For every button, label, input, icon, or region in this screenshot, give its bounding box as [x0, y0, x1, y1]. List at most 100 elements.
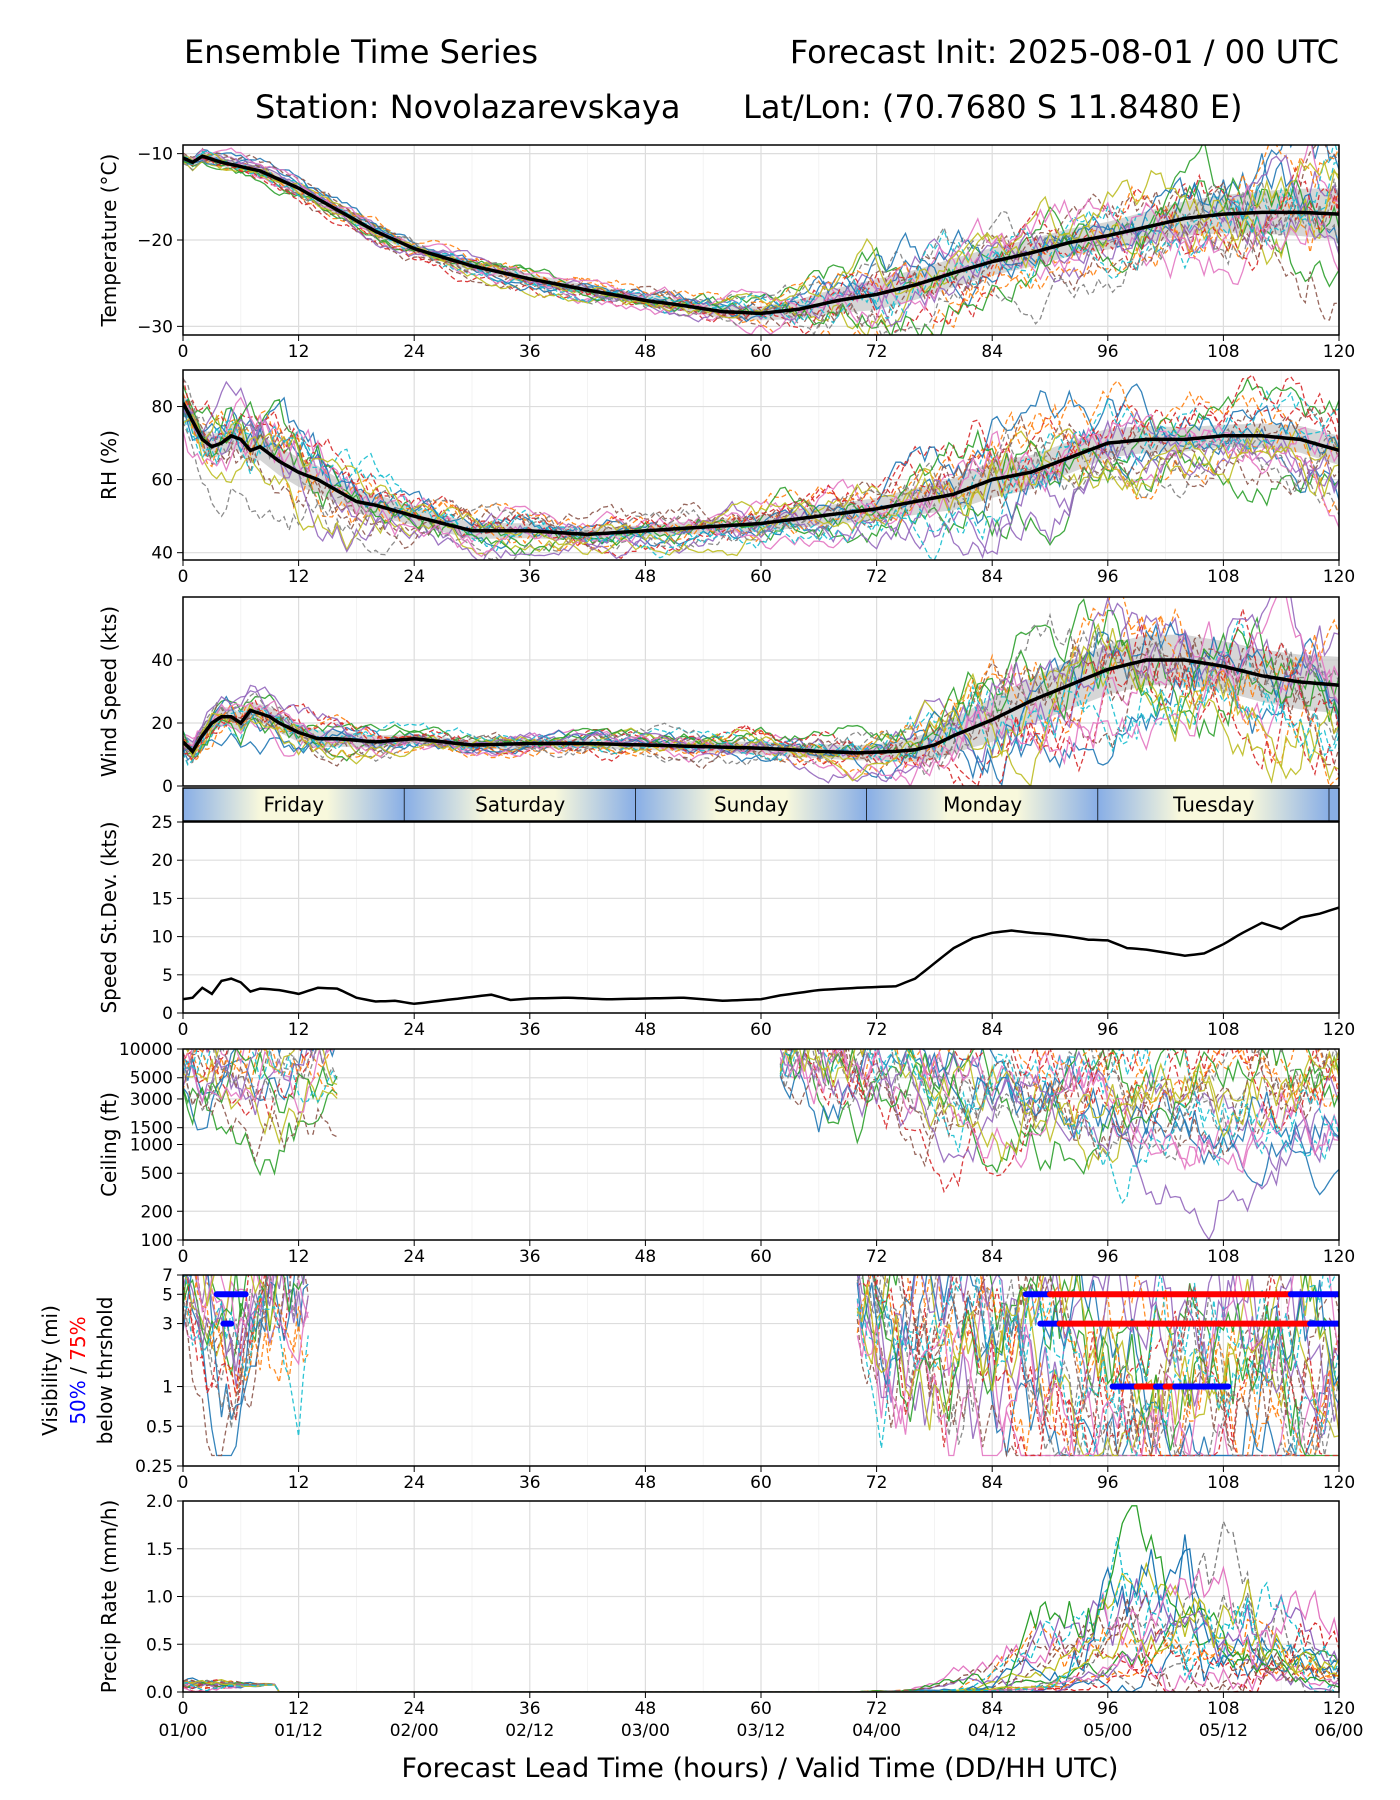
day-segment-tail	[1329, 788, 1339, 821]
y-tick-label: 0	[162, 777, 173, 797]
panel-border	[182, 1274, 1340, 1467]
ensemble-member-line	[183, 669, 1339, 766]
ensemble-member-line	[183, 1591, 1339, 1692]
day-segment	[404, 788, 636, 821]
panel-visibility: 0.25 0.5 1 3 57 Visibility (mi) 50% / 75% below…	[38, 1266, 1355, 1493]
x-tick-label: 0	[178, 1247, 189, 1267]
x-tick-label: 24	[403, 1699, 425, 1719]
ensemble-member-line	[183, 396, 1339, 549]
ensemble-member-line	[183, 153, 1339, 328]
x-tick-label: 60	[750, 1473, 772, 1493]
ensemble-member-line	[184, 1275, 218, 1291]
x-tick-label: 84	[981, 567, 1003, 587]
valid-time-label: 03/12	[737, 1721, 786, 1741]
ensemble-member-line	[183, 1049, 338, 1127]
ensemble-member-line	[183, 145, 1339, 328]
y-tick-label: 0	[162, 1004, 173, 1024]
ensemble-member-line	[183, 145, 1339, 318]
y-tick-label: 40	[151, 544, 173, 564]
ensemble-member-line	[183, 1561, 1339, 1692]
ensemble-member-line	[183, 407, 1339, 557]
x-tick-label: 24	[403, 1247, 425, 1267]
label-50pct: 50%	[66, 1380, 90, 1424]
ensemble-member-line	[183, 1049, 318, 1106]
x-tick-label: 96	[1097, 1473, 1119, 1493]
ensemble-member-line	[873, 1275, 1339, 1457]
y-tick-label: 1500	[130, 1119, 173, 1139]
ensemble-member-line	[779, 1049, 1339, 1205]
y-tick-label: 10000	[119, 1040, 173, 1060]
ensemble-member-line	[183, 1049, 313, 1119]
x-tick-label: 36	[519, 1699, 541, 1719]
ensemble-member-line	[183, 1067, 338, 1163]
y-tick-label: 5	[162, 966, 173, 986]
ensemble-member-line	[856, 1275, 1339, 1457]
y-axis-label: Ceiling (ft)	[97, 1092, 121, 1197]
ensemble-member-line	[183, 147, 1339, 321]
x-tick-label: 84	[981, 1699, 1003, 1719]
x-tick-label: 120	[1323, 567, 1355, 587]
x-tick-label: 108	[1207, 1247, 1239, 1267]
y-tick-label: −20	[137, 231, 173, 251]
ensemble-member-line	[183, 397, 1339, 550]
ensemble-member-line	[183, 606, 1339, 786]
panel-border	[182, 1048, 1340, 1241]
ensemble-member-line	[795, 1049, 1339, 1147]
label-separator: /	[66, 1361, 90, 1380]
ensemble-member-line	[183, 1086, 338, 1177]
y-axis-label-pct: 50% / 75%	[66, 1316, 90, 1424]
y-tick-label: 15	[151, 889, 173, 909]
ensemble-member-line	[779, 1049, 1339, 1171]
ensemble-member-line	[183, 1618, 1339, 1692]
ensemble-member-line	[183, 616, 1339, 758]
label-75pct: 75%	[66, 1316, 90, 1360]
ensemble-member-line	[183, 1275, 268, 1376]
day-label: Saturday	[475, 793, 565, 817]
ensemble-member-line	[183, 597, 1339, 758]
valid-time-label: 06/00	[1315, 1721, 1364, 1741]
day-band: Friday Saturday Sunday Monday Tuesday	[182, 787, 1340, 822]
y-tick-label: 1000	[130, 1136, 173, 1156]
x-tick-label: 60	[750, 1020, 772, 1040]
day-segment	[1098, 788, 1330, 821]
y-tick-label: 100	[141, 1231, 173, 1251]
y-tick-label: 1.0	[146, 1588, 173, 1608]
y-tick-label: 1	[162, 1378, 173, 1398]
y-tick-label: 25	[151, 813, 173, 833]
ensemble-member-line	[183, 1593, 1339, 1692]
ensemble-member-line	[856, 1275, 1338, 1457]
x-tick-label: 24	[403, 567, 425, 587]
ensemble-member-line	[779, 1049, 1339, 1174]
panel-temperature: −10 −20 −30 Temperature (°C) 0 12 24 36 48 60 72 84…	[97, 144, 1355, 362]
x-tick-label: 36	[519, 342, 541, 362]
y-axis-label: below thrshold	[93, 1297, 117, 1445]
station-latlon: Lat/Lon: (70.7680 S 11.8480 E)	[743, 88, 1243, 126]
day-segment	[635, 788, 867, 821]
ensemble-member-line	[861, 1275, 1339, 1457]
y-tick-label: 500	[141, 1164, 173, 1184]
x-tick-label: 24	[403, 1020, 425, 1040]
y-axis-label: RH (%)	[97, 430, 121, 500]
ensemble-member-line	[183, 399, 1339, 547]
ensemble-member-line	[183, 1049, 321, 1105]
ensemble-member-line	[856, 1275, 1339, 1434]
ensemble-member-line	[183, 377, 1339, 556]
ensemble-member-line	[183, 1049, 338, 1104]
ensemble-member-line	[900, 1275, 1339, 1459]
y-tick-label: 3	[162, 1315, 173, 1335]
valid-time-label: 01/12	[274, 1721, 323, 1741]
x-tick-label: 120	[1323, 1699, 1355, 1719]
panel-border	[182, 821, 1340, 1014]
ensemble-member-line	[779, 1049, 1339, 1155]
panel-wind: 0 20 40 Wind Speed (kts)	[97, 596, 1340, 797]
ensemble-member-line	[196, 1275, 309, 1366]
panel-border	[182, 369, 1340, 561]
ensemble-member-line	[183, 1578, 1339, 1692]
x-tick-label: 60	[750, 1699, 772, 1719]
y-tick-label: 0.5	[146, 1417, 173, 1437]
day-label: Tuesday	[1172, 793, 1255, 817]
ensemble-member-line	[183, 145, 1339, 310]
x-tick-label: 96	[1097, 567, 1119, 587]
